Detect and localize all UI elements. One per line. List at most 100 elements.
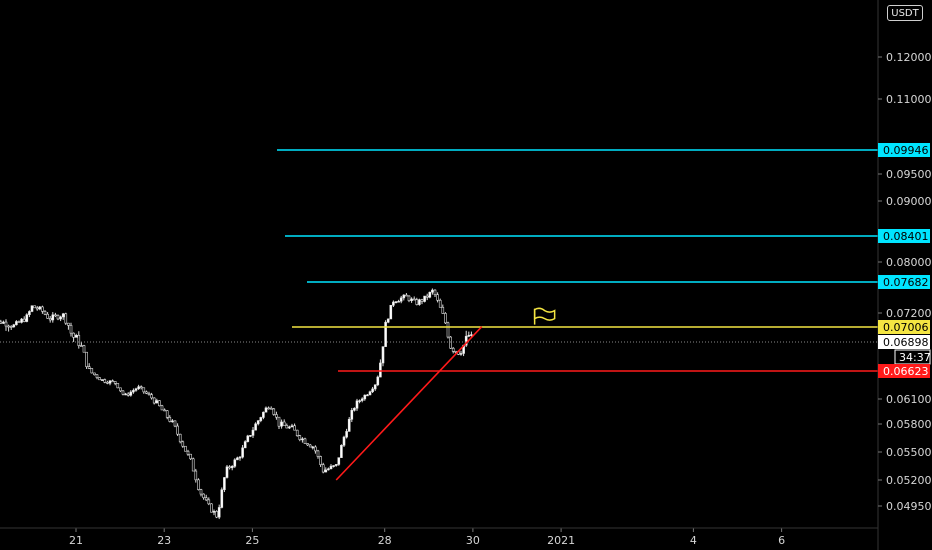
candle-body (345, 431, 348, 438)
candle (418, 298, 421, 306)
candle (61, 312, 65, 320)
candle (275, 411, 278, 420)
candle-body (446, 322, 450, 338)
candle (113, 381, 117, 386)
candle-body (275, 414, 278, 418)
candle-body (171, 420, 174, 423)
candle-body (436, 294, 439, 301)
resistance-3-price-badge: 0.09946 (878, 143, 930, 157)
candle-body (319, 456, 322, 465)
candle-body (9, 326, 13, 328)
y-tick-label: 0.04950 (886, 500, 932, 513)
candle-body (397, 300, 400, 303)
candle (134, 387, 138, 392)
candle (220, 487, 224, 509)
candle-body (25, 314, 29, 322)
candle (366, 393, 369, 397)
candle-body (249, 435, 252, 437)
y-tick-label: 0.05500 (886, 446, 932, 459)
candle (402, 294, 406, 301)
candle (368, 390, 372, 396)
candle-body (282, 421, 286, 426)
candle (238, 455, 242, 461)
currency-selector-button[interactable]: USDT (887, 5, 923, 21)
candle (48, 315, 52, 323)
candle-body (384, 321, 387, 347)
y-tick-label: 0.07200 (886, 307, 932, 320)
candle (59, 315, 62, 322)
candle (145, 390, 148, 395)
candle-body (316, 450, 320, 457)
candle-body (428, 291, 432, 298)
candle (436, 292, 439, 303)
candle (259, 416, 263, 423)
candle-body (459, 353, 463, 355)
candle-body (145, 391, 148, 394)
candle-body (74, 334, 78, 338)
candle (332, 465, 335, 468)
candle-body (329, 465, 333, 470)
candle-body (394, 301, 398, 304)
candle-body (142, 387, 146, 393)
x-tick-label: 23 (157, 534, 171, 547)
candle (25, 313, 29, 323)
candle-body (332, 465, 335, 467)
candle (108, 380, 112, 386)
candle-body (17, 321, 21, 323)
candle (337, 457, 341, 466)
candle (308, 443, 312, 448)
candle (282, 419, 286, 426)
candle-body (22, 318, 26, 322)
candle (290, 423, 294, 428)
trendline[interactable] (335, 326, 483, 481)
candle-body (342, 436, 346, 446)
candle (204, 494, 208, 502)
candle-body (129, 391, 133, 396)
candle (431, 288, 434, 295)
candle-body (311, 446, 315, 449)
resistance-1-price-badge: 0.07682 (878, 275, 930, 289)
candle (425, 293, 429, 301)
candle-body (399, 297, 403, 302)
candle (272, 407, 276, 416)
candle-body (212, 511, 216, 513)
candle (199, 488, 203, 497)
candle-body (438, 299, 442, 308)
candle (207, 497, 211, 506)
candle-body (360, 398, 364, 401)
candle (158, 400, 161, 407)
candle (438, 298, 442, 308)
candle (186, 449, 190, 456)
candle-body (0, 321, 3, 324)
candle-body (168, 417, 172, 422)
candle (163, 408, 166, 412)
candle-body (303, 438, 307, 444)
candle-body (418, 299, 421, 305)
candle-body (363, 394, 367, 400)
candle (116, 383, 120, 389)
candle-body (246, 435, 250, 442)
candle (173, 420, 177, 428)
candle (407, 295, 411, 303)
candle-body (433, 289, 437, 296)
candle-body (355, 400, 359, 409)
candle (303, 437, 307, 444)
candle (95, 374, 99, 380)
candle (451, 347, 455, 354)
candle-body (225, 466, 229, 478)
resistance-1-price-label: 0.07682 (883, 276, 929, 289)
candle (376, 375, 380, 387)
candle-body (113, 381, 117, 384)
candle (194, 468, 198, 483)
candle-body (48, 318, 52, 321)
candle (150, 392, 153, 400)
flag-icon[interactable] (533, 307, 556, 325)
y-tick-label: 0.09500 (886, 168, 932, 181)
candle (132, 388, 135, 394)
candle (77, 331, 81, 349)
candle-body (137, 386, 140, 390)
candle-body (423, 295, 426, 302)
candle-body (12, 324, 16, 328)
candle-body (80, 345, 83, 347)
